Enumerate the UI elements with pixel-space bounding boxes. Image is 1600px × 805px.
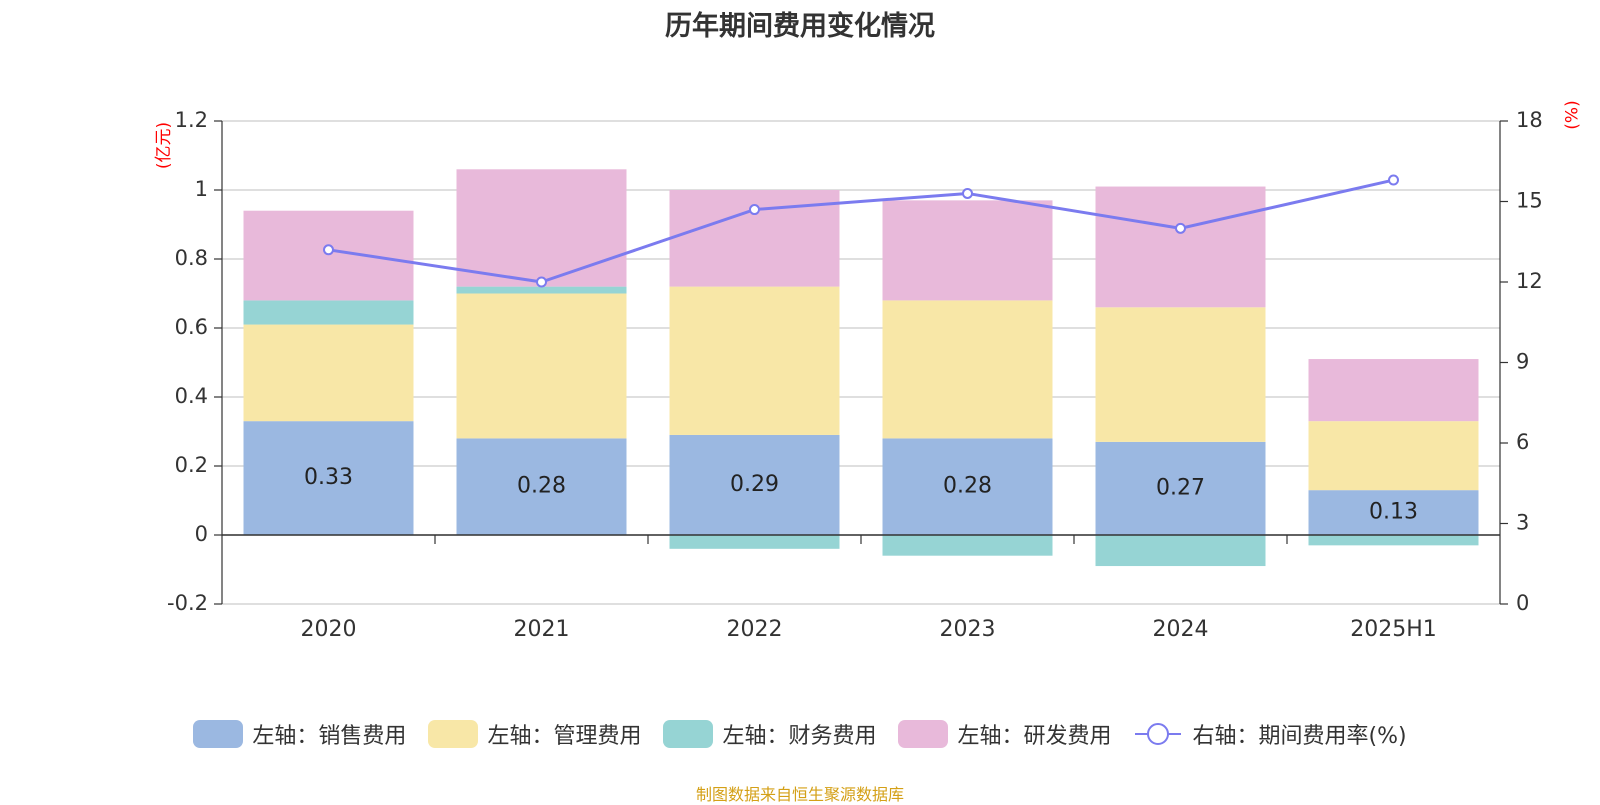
bar-2-2023 [882,300,1053,439]
right-tick-label: 18 [1516,108,1543,132]
data-label: 0.28 [943,474,992,499]
bar-4-2020 [243,210,414,301]
x-tick-label: 2021 [514,617,570,642]
right-tick-label: 6 [1516,430,1529,454]
legend-label: 左轴：销售费用 [252,724,407,749]
bar-3-2025H1 [1308,535,1479,546]
left-tick-label: -0.2 [167,591,208,615]
expense-rate-point [1175,222,1186,234]
x-tick-label: 2024 [1153,617,1209,642]
bar-1-2024 [1095,441,1266,535]
bar-4-2021 [456,169,627,287]
right-tick-label: 12 [1516,269,1543,293]
bar-4-2023 [882,200,1053,301]
right-tick-label: 9 [1516,350,1529,374]
data-label: 0.29 [730,472,779,497]
left-tick-label: 0.8 [175,246,208,270]
left-tick-label: 0 [195,522,208,546]
legend-item: 左轴：销售费用 [193,718,406,750]
right-tick-label: 15 [1516,189,1543,213]
left-tick-label: 0.4 [175,384,208,408]
legend-label: 左轴：研发费用 [957,724,1112,749]
left-tick-label: 0.2 [175,453,208,477]
expense-rate-point [1388,174,1399,186]
bar-2-2021 [456,293,627,439]
expense-rate-point [749,204,760,216]
bar-1-2022 [669,434,840,535]
legend-item: 左轴：研发费用 [898,718,1111,750]
legend-label: 右轴：期间费用率(%) [1192,724,1407,749]
legend-swatch [193,720,244,748]
chart-title: 历年期间费用变化情况 [665,11,935,42]
x-tick-label: 2020 [301,617,357,642]
expense-rate-line [328,178,1394,284]
data-label: 0.28 [517,474,566,499]
legend-swatch [898,720,949,748]
left-tick-label: 1.2 [175,108,208,132]
x-tick-label: 2025H1 [1350,617,1437,642]
right-tick-label: 0 [1516,591,1529,615]
bar-1-2025H1 [1308,490,1479,535]
data-source-note: 制图数据来自恒生聚源数据库 [695,785,904,804]
left-tick-label: 1 [195,177,208,201]
x-tick-label: 2022 [727,617,783,642]
legend-line-marker [1135,723,1182,745]
chart-canvas: -0.2 0 0.2 0.4 0.6 0.8 1 1.2 0 3 6 9 12 15 18 2020 2021 2… [167,108,1543,642]
legend-item: 右轴：期间费用率(%) [1133,718,1407,750]
bar-4-2025H1 [1308,359,1479,422]
bar-3-2021 [456,286,627,294]
legend: 左轴：销售费用 左轴：管理费用 左轴：财务费用 左轴：研发费用 右轴：期间费用率(%) [0,718,1600,750]
bar-2-2022 [669,286,840,435]
bar-3-2024 [1095,535,1266,567]
expense-rate-point [536,276,547,288]
bar-1-2020 [243,421,414,535]
data-label: 0.33 [304,465,353,490]
bar-2-2020 [243,324,414,422]
data-label: 0.13 [1369,500,1418,525]
bar-2-2024 [1095,307,1266,442]
x-tick-label: 2023 [940,617,996,642]
legend-item: 左轴：管理费用 [428,718,641,750]
bar-1-2021 [456,438,627,535]
data-label: 0.27 [1156,475,1205,500]
bar-3-2020 [243,300,414,325]
bar-3-2022 [669,535,840,549]
expense-rate-point [323,244,334,256]
bar-4-2024 [1095,186,1266,308]
right-tick-label: 3 [1516,511,1529,535]
bar-3-2023 [882,535,1053,556]
legend-swatch [428,720,479,748]
bar-1-2023 [882,438,1053,535]
legend-label: 左轴：财务费用 [722,724,877,749]
left-tick-label: 0.6 [175,315,208,339]
legend-item: 左轴：财务费用 [663,718,876,750]
expense-rate-point [962,187,973,199]
bar-2-2025H1 [1308,421,1479,491]
legend-swatch [663,720,714,748]
legend-label: 左轴：管理费用 [487,724,642,749]
